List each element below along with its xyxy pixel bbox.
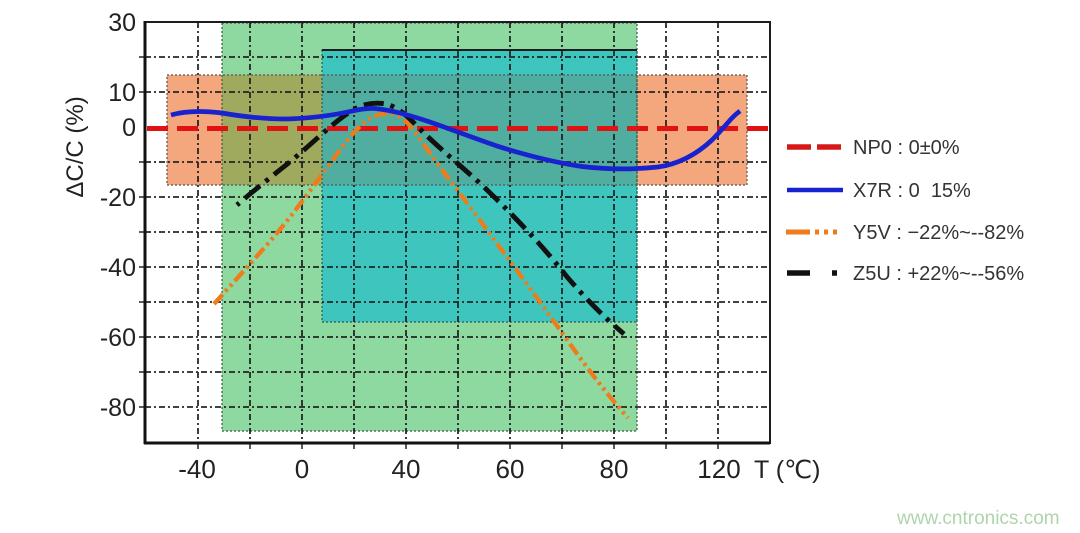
svg-text:-60: -60 [100, 324, 136, 352]
svg-text:30: 30 [108, 9, 136, 37]
svg-text:0: 0 [295, 454, 309, 484]
svg-text:-40: -40 [178, 454, 216, 484]
svg-text:Y5V : −22%~--82%: Y5V : −22%~--82% [853, 222, 1024, 244]
svg-text:0: 0 [122, 114, 136, 142]
svg-text:-80: -80 [100, 394, 136, 422]
svg-text:NP0 : 0±0%: NP0 : 0±0% [853, 137, 960, 159]
svg-text:ΔC/C (%): ΔC/C (%) [62, 96, 89, 197]
svg-text:120: 120 [697, 454, 740, 484]
svg-text:-40: -40 [100, 254, 136, 282]
svg-text:60: 60 [496, 454, 525, 484]
svg-text:40: 40 [392, 454, 421, 484]
svg-text:T (℃): T (℃) [754, 456, 821, 484]
svg-text:www.cntronics.com: www.cntronics.com [896, 508, 1060, 529]
svg-text:10: 10 [108, 79, 136, 107]
svg-text:-20: -20 [100, 184, 136, 212]
svg-text:Z5U : +22%~--56%: Z5U : +22%~--56% [853, 263, 1024, 285]
svg-text:80: 80 [600, 454, 629, 484]
svg-text:X7R : 0 15%: X7R : 0 15% [853, 180, 971, 202]
